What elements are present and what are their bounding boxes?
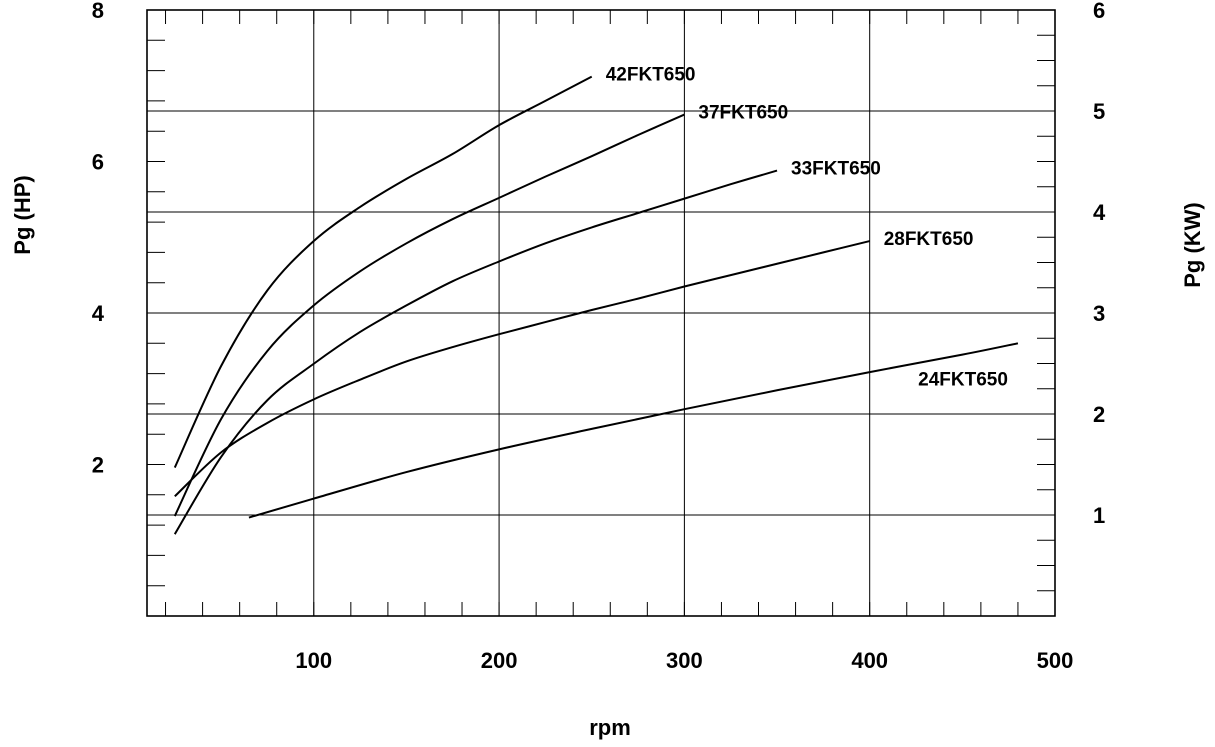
series-label: 24FKT650 [918, 369, 1008, 390]
x-tick-label: 200 [481, 648, 518, 673]
y-tick-label-left: 8 [92, 0, 104, 23]
series-line [173, 169, 778, 535]
series-lines [173, 75, 1019, 535]
grid [147, 10, 1055, 616]
tick-marks [147, 10, 1055, 616]
y-tick-label-right: 5 [1093, 99, 1105, 124]
x-tick-label: 500 [1037, 648, 1074, 673]
y-tick-label-left: 6 [92, 150, 104, 175]
series-line [248, 342, 1019, 519]
series-line [174, 240, 870, 498]
y-tick-label-right: 6 [1093, 0, 1105, 23]
y-tick-label-right: 2 [1093, 402, 1105, 427]
y-axis-title-right: Pg (KW) [1180, 202, 1205, 288]
x-axis-title: rpm [589, 715, 631, 740]
y-tick-label-right: 1 [1093, 503, 1105, 528]
y-tick-label-right: 4 [1093, 200, 1106, 225]
y-axis-title-left: Pg (HP) [10, 175, 35, 254]
series-line [173, 75, 593, 468]
y-tick-label-left: 4 [92, 301, 105, 326]
x-tick-label: 300 [666, 648, 703, 673]
tick-labels: 100 200 300 400 500 2 4 6 8 1 2 3 4 5 6 [92, 0, 1106, 673]
series-label: 28FKT650 [884, 229, 974, 250]
x-tick-label: 100 [295, 648, 332, 673]
x-tick-label: 400 [851, 648, 888, 673]
y-tick-label-right: 3 [1093, 301, 1105, 326]
series-line [173, 113, 685, 517]
y-tick-label-left: 2 [92, 453, 104, 478]
plot-frame [146, 9, 1056, 617]
series-label: 33FKT650 [791, 159, 881, 180]
series-label: 37FKT650 [698, 103, 788, 124]
series-label: 42FKT650 [606, 65, 696, 86]
